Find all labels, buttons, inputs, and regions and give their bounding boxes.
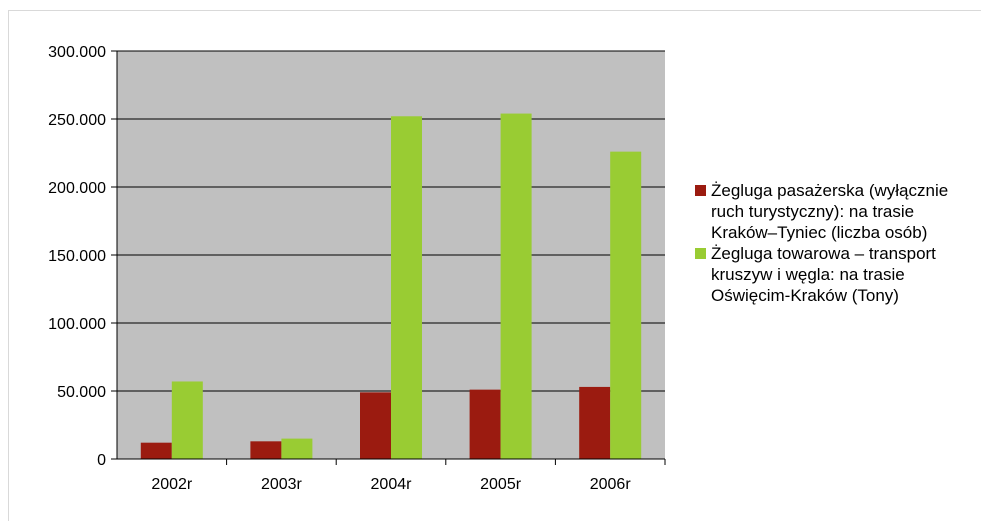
chart-frame: [8, 10, 981, 521]
bar-series-0-2005r: [469, 389, 501, 459]
y-tick-label: 50.000: [57, 384, 106, 401]
legend-label-cargo: Żegluga towarowa – transport kruszyw i w…: [711, 244, 936, 305]
legend-swatch-cargo: [695, 248, 706, 259]
y-tick-label: 300.000: [48, 44, 106, 61]
bar-series-1-2006r: [610, 151, 642, 459]
bar-series-1-2005r: [500, 113, 532, 459]
bar-series-1-2002r: [171, 381, 203, 459]
bar-series-0-2006r: [579, 386, 611, 459]
x-tick-label: 2004r: [371, 476, 413, 493]
legend-label-passenger: Żegluga pasażerska (wyłącznie ruch turys…: [711, 181, 949, 242]
x-tick-label: 2003r: [261, 476, 303, 493]
bar-series-0-2003r: [250, 441, 282, 459]
legend: Żegluga pasażerska (wyłącznie ruch turys…: [695, 180, 980, 306]
legend-item-cargo: Żegluga towarowa – transport kruszyw i w…: [695, 243, 980, 306]
y-tick-label: 200.000: [48, 180, 106, 197]
x-tick-label: 2002r: [151, 476, 193, 493]
x-tick-label: 2006r: [590, 476, 632, 493]
y-tick-label: 100.000: [48, 316, 106, 333]
y-tick-label: 250.000: [48, 112, 106, 129]
legend-item-passenger: Żegluga pasażerska (wyłącznie ruch turys…: [695, 180, 980, 243]
x-tick-label: 2005r: [480, 476, 522, 493]
legend-swatch-passenger: [695, 185, 706, 196]
tick-labels: 0 50.000 100.000 150.000 200.000 250.000 300.0…: [48, 44, 631, 493]
bar-series-0-2002r: [140, 442, 172, 459]
bar-series-1-2003r: [281, 438, 313, 459]
bar-series-1-2004r: [391, 116, 422, 459]
axes: [116, 51, 666, 465]
y-tick-label: 0: [97, 452, 106, 469]
bar-series-0-2004r: [360, 392, 391, 459]
y-tick-label: 150.000: [48, 248, 106, 265]
bars: [140, 113, 642, 459]
